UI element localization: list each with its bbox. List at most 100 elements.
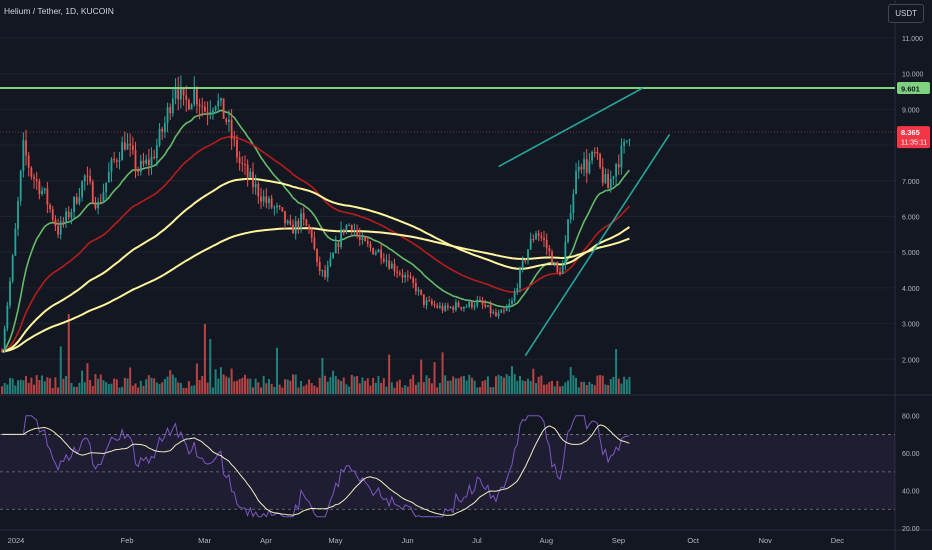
candle-body bbox=[59, 221, 62, 235]
candle-body bbox=[374, 252, 377, 255]
volume-bar bbox=[54, 377, 57, 394]
candle-body bbox=[513, 291, 516, 301]
candle-body bbox=[364, 237, 367, 242]
volume-bar bbox=[372, 377, 375, 394]
last-price-label: 8.365 bbox=[901, 128, 920, 137]
level-price-tag bbox=[897, 81, 930, 94]
volume-bar bbox=[457, 378, 460, 394]
volume-bar bbox=[198, 380, 201, 394]
candle-body bbox=[182, 87, 185, 96]
candle-body bbox=[545, 239, 548, 248]
volume-bar bbox=[158, 384, 161, 394]
volume-bar bbox=[81, 370, 84, 394]
volume-bar bbox=[142, 385, 145, 394]
volume-bar bbox=[620, 383, 623, 394]
candle-body bbox=[382, 258, 385, 262]
candle-body bbox=[241, 163, 244, 165]
volume-bar bbox=[473, 380, 476, 394]
candle-body bbox=[425, 300, 428, 305]
volume-bar bbox=[129, 367, 132, 394]
volume-bar bbox=[193, 385, 196, 394]
volume-bar bbox=[126, 378, 129, 394]
volume-bar bbox=[406, 386, 409, 394]
time-tick-label: Oct bbox=[687, 536, 700, 545]
time-tick-label: Jun bbox=[401, 536, 413, 545]
volume-bar bbox=[46, 377, 49, 394]
volume-bar bbox=[190, 385, 193, 394]
ema-red-50 bbox=[1, 135, 630, 353]
candle-body bbox=[599, 153, 601, 168]
volume-bar bbox=[1, 386, 3, 394]
candle-body bbox=[479, 299, 481, 301]
volume-bar bbox=[107, 384, 110, 394]
candle-body bbox=[332, 253, 334, 259]
volume-bar bbox=[369, 385, 372, 394]
candle-body bbox=[473, 305, 476, 308]
candle-body bbox=[91, 181, 94, 203]
volume-bar bbox=[508, 376, 511, 394]
volume-bar bbox=[209, 339, 212, 394]
candle-body bbox=[369, 243, 372, 249]
candle-body bbox=[129, 143, 132, 146]
volume-bar bbox=[358, 383, 361, 394]
candle-body bbox=[179, 87, 182, 100]
candle-body bbox=[529, 238, 532, 250]
candle-body bbox=[198, 104, 201, 107]
candle-body bbox=[535, 233, 537, 240]
volume-bar bbox=[628, 376, 631, 394]
candle-body bbox=[377, 249, 380, 253]
candle-body bbox=[289, 220, 292, 225]
volume-bar bbox=[420, 359, 423, 394]
volume-bar bbox=[462, 375, 465, 394]
candle-body bbox=[612, 176, 615, 179]
candle-body bbox=[593, 151, 596, 153]
volume-bar bbox=[70, 382, 73, 394]
volume-bar bbox=[113, 378, 116, 394]
volume-bar bbox=[470, 377, 473, 394]
volume-bar bbox=[179, 382, 182, 394]
volume-bar bbox=[289, 380, 292, 394]
currency-button[interactable]: USDT bbox=[888, 4, 924, 23]
volume-bar bbox=[139, 380, 142, 394]
candle-body bbox=[81, 181, 83, 198]
candle-body bbox=[35, 179, 38, 182]
volume-bar bbox=[353, 376, 356, 394]
candle-body bbox=[615, 164, 617, 177]
candle-body bbox=[543, 237, 545, 240]
candle-body bbox=[350, 225, 353, 231]
volume-bar bbox=[521, 380, 524, 394]
volume-bar bbox=[254, 378, 257, 394]
volume-bar bbox=[166, 376, 169, 394]
rsi-ma-line bbox=[2, 424, 630, 516]
candle-body bbox=[83, 175, 86, 182]
candle-body bbox=[78, 197, 81, 204]
candle-body bbox=[41, 190, 43, 195]
candle-body bbox=[265, 196, 268, 204]
candle-body bbox=[324, 270, 326, 278]
candle-body bbox=[297, 220, 300, 229]
volume-bar bbox=[182, 387, 185, 394]
volume-bar bbox=[588, 381, 591, 394]
volume-bar bbox=[505, 374, 508, 394]
candle-body bbox=[356, 230, 359, 236]
volume-bar bbox=[559, 386, 562, 394]
candle-body bbox=[385, 260, 388, 262]
candle-body bbox=[329, 258, 332, 266]
candle-body bbox=[353, 230, 356, 232]
candle-body bbox=[196, 89, 198, 105]
candle-body bbox=[591, 151, 593, 161]
volume-bar bbox=[607, 385, 610, 394]
volume-bar bbox=[17, 380, 20, 394]
volume-bar bbox=[540, 375, 543, 394]
volume-bar bbox=[374, 382, 377, 394]
candle-body bbox=[244, 164, 246, 166]
volume-bar bbox=[99, 374, 102, 394]
candle-body bbox=[51, 209, 54, 220]
candle-body bbox=[25, 140, 27, 156]
candle-body bbox=[254, 183, 257, 188]
volume-bar bbox=[67, 314, 70, 394]
candle-body bbox=[548, 247, 551, 252]
candle-body bbox=[3, 328, 6, 352]
volume-bar bbox=[14, 385, 17, 394]
